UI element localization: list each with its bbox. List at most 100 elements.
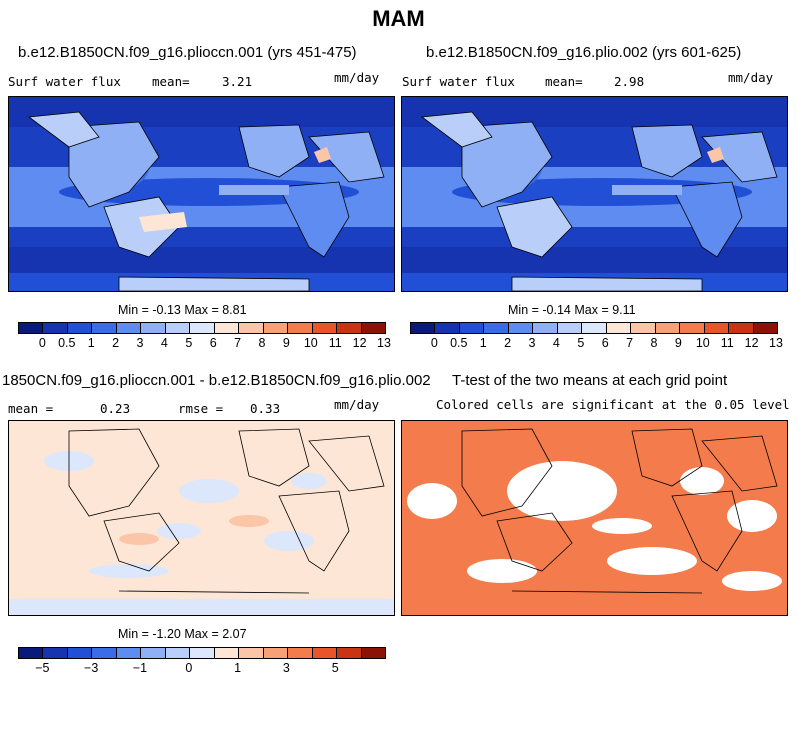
panel4-map <box>401 420 788 616</box>
colorbar-swatch <box>43 323 68 333</box>
colorbar-swatch <box>484 323 509 333</box>
colorbar-tick-label: 3 <box>282 661 290 675</box>
colorbar-tick-label: 6 <box>601 336 609 350</box>
panel1-units: mm/day <box>334 70 380 85</box>
colorbar-swatch <box>312 648 338 658</box>
colorbar-swatch <box>239 323 264 333</box>
panel2-map-svg <box>402 97 787 291</box>
colorbar-tick-label: 7 <box>234 336 242 350</box>
panel3-map <box>8 420 395 616</box>
colorbar-tick-label: 1 <box>87 336 95 350</box>
colorbar-tick-label: 8 <box>258 336 266 350</box>
colorbar-tick-label: 1 <box>479 336 487 350</box>
colorbar-tick-label: 0 <box>38 336 46 350</box>
panel3-rmse-value: 0.33 <box>250 401 281 416</box>
panel2-units: mm/day <box>728 70 774 85</box>
panel3-rmse-label: rmse = <box>178 401 224 416</box>
colorbar-swatch <box>67 323 93 333</box>
colorbar-swatch <box>141 323 166 333</box>
colorbar-tick-label: 0.5 <box>58 336 76 350</box>
colorbar-swatch <box>19 648 44 658</box>
colorbar-swatch <box>729 323 754 333</box>
panel2-min-max: Min = -0.14 Max = 9.11 <box>508 303 636 317</box>
panel4-note: Colored cells are significant at the 0.0… <box>436 397 790 412</box>
colorbar-swatch <box>508 323 534 333</box>
colorbar-tick-label: 11 <box>720 336 734 350</box>
colorbar-tick-label: 8 <box>650 336 658 350</box>
colorbar-swatch <box>92 323 117 333</box>
panel1-map-svg <box>9 97 394 291</box>
colorbar-swatch <box>263 323 289 333</box>
colorbar-swatch <box>606 323 632 333</box>
panel4-title: T-test of the two means at each grid poi… <box>452 372 728 389</box>
panel1-mean-value: 3.21 <box>222 74 253 89</box>
colorbar-tick-label: 12 <box>352 336 367 350</box>
colorbar-swatch <box>116 648 142 658</box>
panel2-mean-value: 2.98 <box>614 74 645 89</box>
colorbar-swatch <box>557 323 583 333</box>
colorbar-swatch <box>214 648 240 658</box>
colorbar-swatch <box>312 323 338 333</box>
colorbar-tick-label: 7 <box>626 336 634 350</box>
colorbar-swatch <box>361 648 386 658</box>
panel2-map <box>401 96 788 292</box>
colorbar-swatch <box>67 648 93 658</box>
colorbar-swatch <box>43 648 68 658</box>
colorbar-swatch <box>680 323 705 333</box>
colorbar-tick-label: 3 <box>136 336 144 350</box>
panel1-colorbar <box>18 322 386 334</box>
colorbar-swatch <box>92 648 117 658</box>
colorbar-swatch <box>288 323 313 333</box>
colorbar-tick-label: 2 <box>112 336 120 350</box>
colorbar-swatch <box>19 323 44 333</box>
colorbar-swatch <box>459 323 485 333</box>
colorbar-swatch <box>631 323 656 333</box>
panel1-title: b.e12.B1850CN.f09_g16.plioccn.001 (yrs 4… <box>18 44 357 61</box>
colorbar-swatch <box>190 323 215 333</box>
panel2-variable: Surf water flux <box>402 74 515 89</box>
colorbar-tick-label: 2 <box>504 336 512 350</box>
panel1-mean-label: mean= <box>152 74 190 89</box>
colorbar-tick-label: 1 <box>234 661 242 675</box>
colorbar-tick-label: 10 <box>303 336 318 350</box>
colorbar-swatch <box>263 648 289 658</box>
colorbar-swatch <box>411 323 436 333</box>
colorbar-swatch <box>753 323 778 333</box>
panel1-variable: Surf water flux <box>8 74 121 89</box>
colorbar-swatch <box>435 323 460 333</box>
colorbar-swatch <box>361 323 386 333</box>
colorbar-swatch <box>582 323 607 333</box>
colorbar-tick-label: 10 <box>695 336 710 350</box>
colorbar-tick-label: 0.5 <box>450 336 468 350</box>
panel2-title: b.e12.B1850CN.f09_g16.plio.002 (yrs 601-… <box>426 44 742 61</box>
colorbar-swatch <box>704 323 730 333</box>
colorbar-tick-label: 6 <box>209 336 217 350</box>
panel4-map-svg <box>407 428 782 594</box>
colorbar-swatch <box>533 323 558 333</box>
colorbar-tick-label: 3 <box>528 336 536 350</box>
colorbar-tick-label: 5 <box>331 661 339 675</box>
colorbar-tick-label: 13 <box>769 336 783 350</box>
panel2-colorbar <box>410 322 778 334</box>
panel1-map <box>8 96 395 292</box>
colorbar-tick-label: 5 <box>185 336 193 350</box>
panel2-mean-label: mean= <box>545 74 583 89</box>
colorbar-tick-label: −3 <box>84 661 99 675</box>
panel3-min-max: Min = -1.20 Max = 2.07 <box>118 627 247 641</box>
colorbar-tick-label: 0 <box>430 336 438 350</box>
colorbar-tick-label: 9 <box>674 336 682 350</box>
colorbar-tick-label: 4 <box>160 336 168 350</box>
panel1-min-max: Min = -0.13 Max = 8.81 <box>118 303 247 317</box>
colorbar-swatch <box>116 323 142 333</box>
colorbar-swatch <box>190 648 215 658</box>
colorbar-tick-label: 11 <box>328 336 342 350</box>
colorbar-swatch <box>214 323 240 333</box>
panel3-colorbar <box>18 647 386 659</box>
colorbar-tick-label: −1 <box>132 661 148 675</box>
colorbar-tick-label: 5 <box>577 336 585 350</box>
panel1-colorbar-ticks: 0 0.5 1 2 3 4 5 6 7 8 9 10 11 12 13 <box>18 336 391 352</box>
colorbar-tick-label: 4 <box>552 336 560 350</box>
panel3-mean-label: mean = <box>8 401 54 416</box>
colorbar-swatch <box>141 648 166 658</box>
colorbar-swatch <box>337 648 362 658</box>
